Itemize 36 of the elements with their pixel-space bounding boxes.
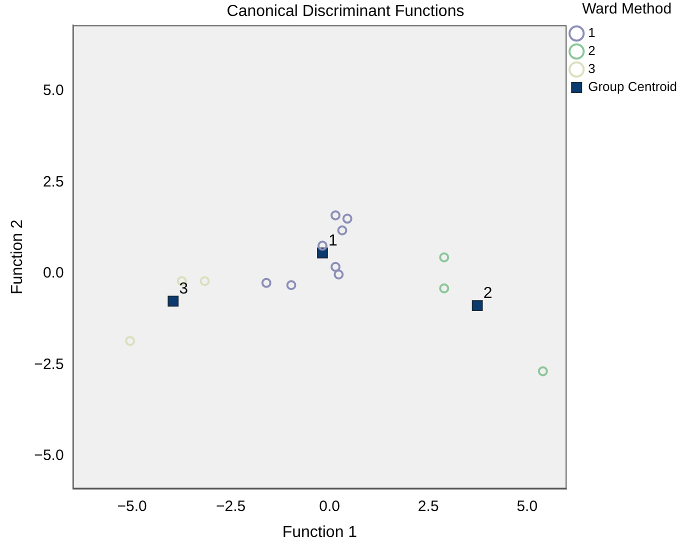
legend-label: 1 xyxy=(588,25,596,40)
y-axis-title: Function 2 xyxy=(9,220,26,294)
point xyxy=(286,280,296,290)
x-tick-label: −2.5 xyxy=(216,498,246,515)
point xyxy=(538,366,548,376)
y-tick-label: 5.0 xyxy=(42,82,64,100)
point xyxy=(261,278,272,288)
point xyxy=(337,225,348,236)
point xyxy=(330,262,341,272)
x-tick-label: 2.5 xyxy=(418,498,439,515)
point xyxy=(439,283,450,294)
legend-label: 2 xyxy=(588,43,596,58)
legend-label: 3 xyxy=(588,61,596,76)
point xyxy=(342,214,352,224)
y-tick-label: −5.0 xyxy=(34,447,64,464)
x-tick-label: 0.0 xyxy=(319,498,340,515)
chart-title: Canonical Discriminant Functions xyxy=(226,3,464,20)
y-tick-label: −2.5 xyxy=(34,356,64,373)
point xyxy=(334,270,344,280)
point xyxy=(472,300,483,311)
x-tick-label: −5.0 xyxy=(117,498,147,515)
annotation: 3 xyxy=(179,280,188,298)
point xyxy=(168,296,179,307)
point xyxy=(330,210,341,220)
point xyxy=(200,276,210,286)
annotation: 1 xyxy=(328,232,338,250)
legend-title: Ward Method xyxy=(582,0,672,18)
x-axis-title: Function 1 xyxy=(282,524,358,541)
y-tick-label: 0.0 xyxy=(42,264,64,282)
point xyxy=(439,252,450,262)
y-tick-label: 2.5 xyxy=(42,173,64,190)
annotation: 2 xyxy=(483,284,492,302)
legend-label: Group Centroid xyxy=(588,79,678,94)
point xyxy=(317,240,328,251)
point xyxy=(125,336,136,346)
x-tick-label: 5.0 xyxy=(516,498,538,515)
